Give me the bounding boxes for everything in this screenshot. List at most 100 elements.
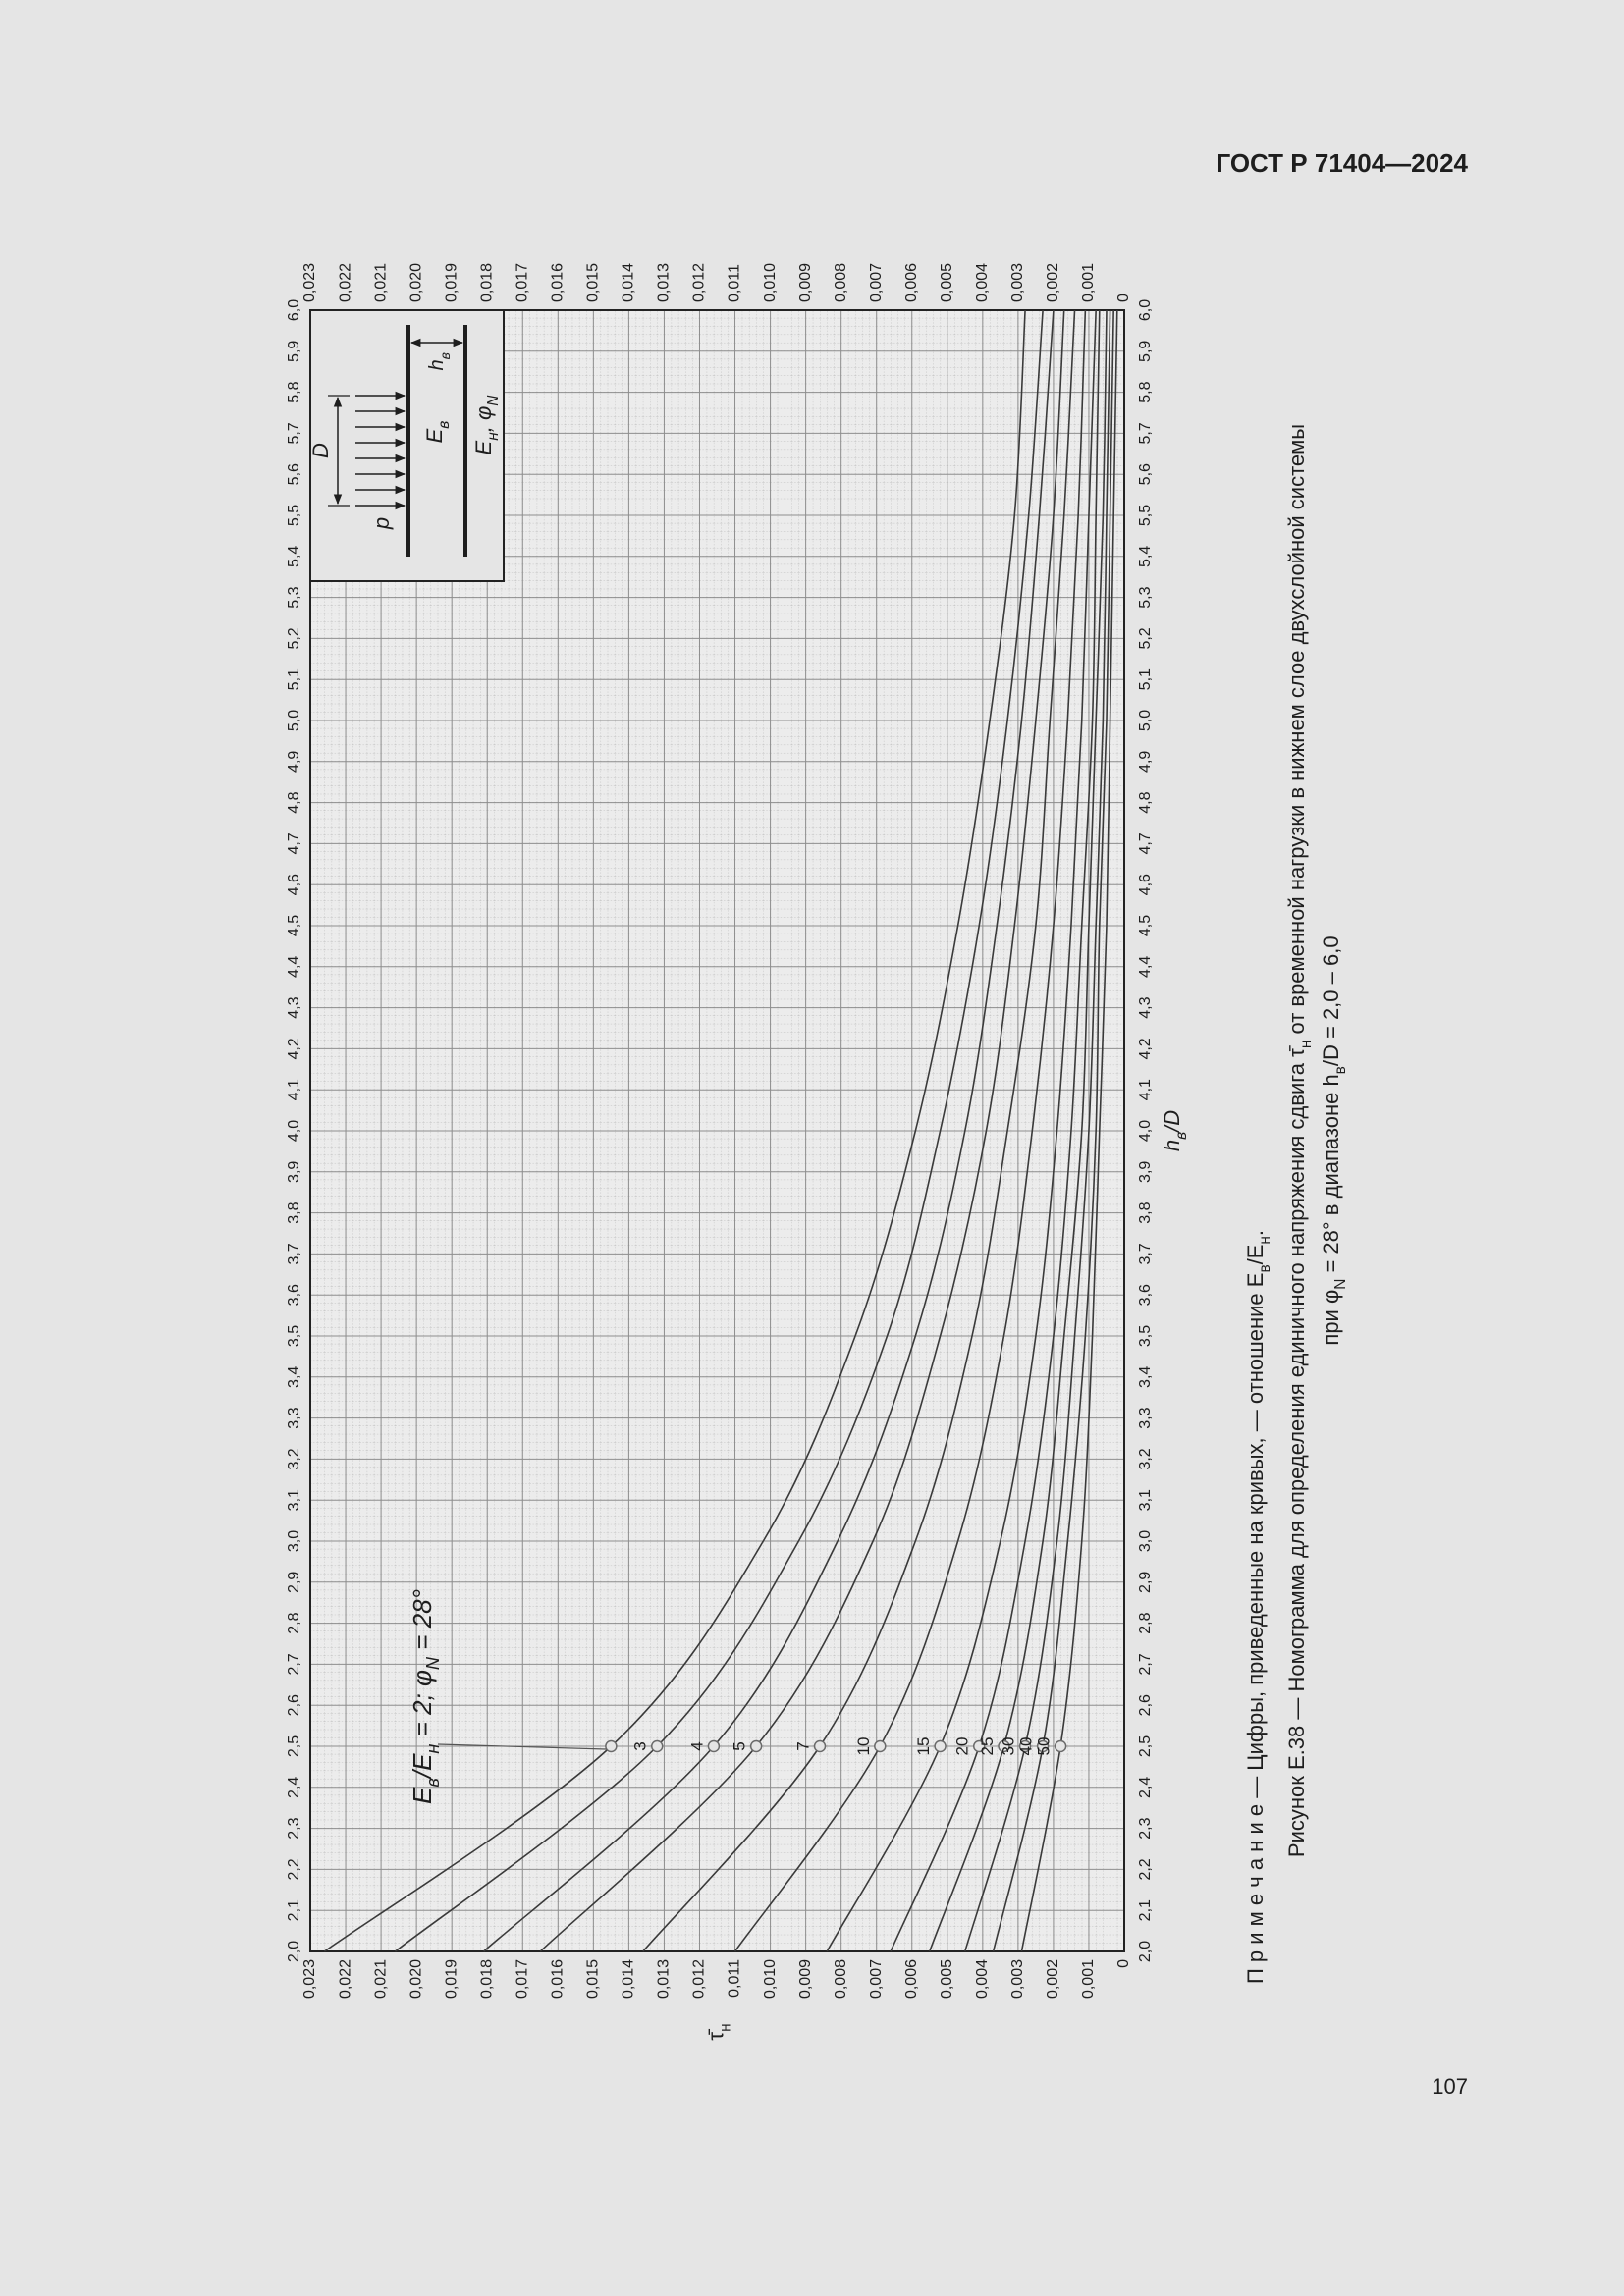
curve-marker [605,1739,618,1753]
curve-label: 40 [1017,1737,1036,1756]
x-tick-label: 4,0 [1137,1120,1154,1142]
x-tick-label: 2,6 [286,1694,302,1716]
x-tick-label: 5,5 [1137,505,1154,526]
text-run: от временной нагрузки в нижнем слое двух… [1284,424,1309,1041]
text-run: /D [1160,1110,1184,1134]
x-tick-label: 2,8 [286,1612,302,1633]
y-tick-label: 0,002 [1045,263,1061,302]
x-tick-label: 2,2 [1137,1858,1154,1880]
y-tick-label: 0,007 [868,1959,885,1999]
x-tick-label: 2,0 [1137,1941,1154,1962]
curve-marker [934,1739,947,1753]
x-tick-label: 5,3 [1137,586,1154,608]
text-run: E [407,1787,437,1804]
x-tick-label: 3,2 [286,1448,302,1469]
x-tick-label: 4,2 [1137,1038,1154,1059]
x-tick-label: 2,2 [286,1858,302,1880]
y-tick-label: 0,008 [833,263,849,302]
curve [539,309,1065,1952]
y-tick-label: 0,017 [514,1959,530,1999]
x-tick-label: 3,3 [286,1407,302,1428]
curve-label: 4 [687,1741,706,1750]
x-tick-label: 3,4 [286,1366,302,1388]
curve [992,309,1114,1952]
y-tick-label: 0,020 [407,263,424,302]
curve-marker [998,1739,1010,1753]
y-tick-label: 0,006 [903,1959,920,1999]
y-tick-label: 0,023 [301,1959,318,1999]
x-tick-label: 2,7 [1137,1653,1154,1675]
y-tick-label: 0,010 [762,1959,779,1999]
curve [929,309,1108,1952]
subscript: н [423,1744,443,1754]
text-run: E [422,428,447,443]
subscript: в [423,1778,443,1788]
text-run: /D = 2,0 – 6,0 [1319,935,1343,1066]
y-tick-label: 0,015 [585,263,602,302]
curve-marker [650,1739,664,1753]
curve-marker [813,1739,827,1753]
text-run: = 28° в диапазоне h [1319,1074,1343,1278]
x-tick-label: 6,0 [286,299,302,321]
x-tick-label: 3,7 [1137,1243,1154,1264]
curve [1020,309,1118,1952]
y-tick-label: 0,012 [691,263,708,302]
x-tick-label: 4,2 [286,1038,302,1059]
text-run: . [1243,1230,1268,1236]
x-tick-label: 6,0 [1137,299,1154,321]
subscript: н [485,432,502,441]
subscript: N [423,1656,443,1670]
text-run: Рисунок Е.38 — Номограмма для определени… [1284,1045,1309,1857]
x-tick-label: 2,9 [286,1572,302,1593]
annotation: Eв/Eн = 2; φN = 28° [407,1589,443,1804]
x-tick-label: 5,4 [1137,546,1154,567]
x-tick-label: 4,9 [286,751,302,773]
text-run: /E [407,1753,437,1780]
text-run: h [1160,1140,1184,1151]
x-tick-label: 5,7 [1137,422,1154,444]
curve-label: 3 [631,1741,650,1750]
y-tick-label: 0,022 [337,1959,353,1999]
y-tick-label: 0,014 [621,263,637,302]
y-tick-label: 0,002 [1045,1959,1061,1999]
y-tick-label: 0,010 [762,263,779,302]
x-tick-label: 3,6 [1137,1284,1154,1306]
y-tick-label: 0,008 [833,1959,849,1999]
text-run: E [471,440,496,454]
subscript: N [485,395,502,406]
note: П р и м е ч а н и е — Цифры, приведенные… [1243,1230,1273,1984]
y-tick-label: 0,011 [727,264,743,302]
y-tick-label: 0,020 [407,1959,424,1999]
y-tick-label: 0,005 [939,1959,955,1999]
subscript: N [1332,1279,1349,1290]
x-tick-label: 3,0 [1137,1530,1154,1552]
y-tick-label: 0,019 [443,263,460,302]
curve-marker [1054,1739,1067,1753]
caption-line: Рисунок Е.38 — Номограмма для определени… [1284,424,1315,1857]
curve [964,309,1111,1952]
subscript: в [436,421,453,429]
y-tick-label: 0,018 [478,1959,495,1999]
x-tick-label: 4,7 [286,832,302,854]
x-tick-label: 2,8 [1137,1612,1154,1633]
text-run: , φ [471,406,496,433]
curve-marker [707,1739,721,1753]
text-run: при φ [1319,1290,1343,1346]
x-tick-label: 2,1 [286,1899,302,1921]
subscript: в [1257,1264,1273,1272]
x-tick-label: 5,0 [1137,710,1154,731]
y-tick-label: 0,014 [621,1959,637,1999]
x-tick-label: 4,3 [286,996,302,1018]
y-tick-label: 0,009 [797,1959,814,1999]
y-tick-label: 0,003 [1009,1959,1026,1999]
x-tick-label: 5,2 [286,627,302,649]
x-tick-label: 3,9 [286,1161,302,1183]
x-tick-label: 3,0 [286,1530,302,1552]
annotation-leader [437,1743,607,1750]
curve-marker [1018,1739,1032,1753]
text-run: = 28° [407,1589,437,1657]
x-tick-label: 3,7 [286,1243,302,1264]
text-run: h [426,359,448,370]
